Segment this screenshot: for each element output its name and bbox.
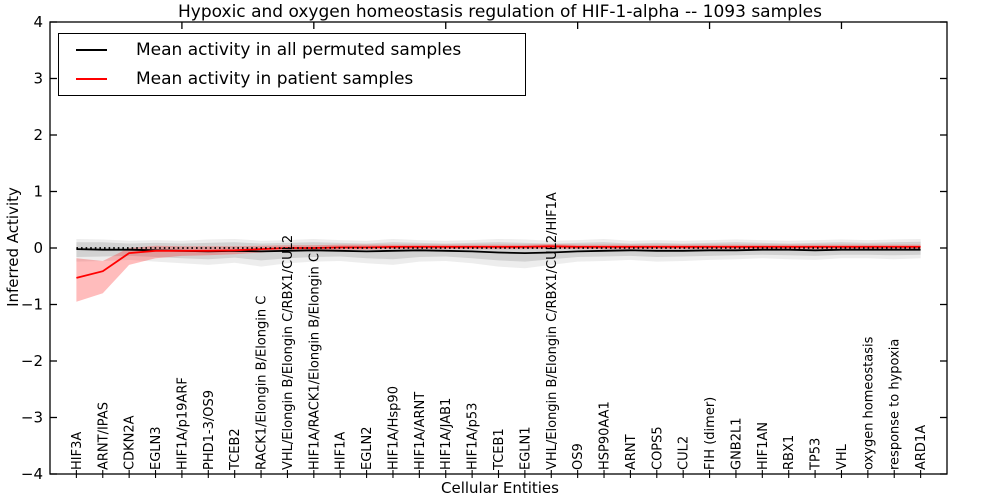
x-tick-label: oxygen homeostasis — [861, 336, 876, 470]
x-tick-label: ARNT/IPAS — [96, 402, 111, 470]
legend: Mean activity in all permuted samples Mea… — [58, 33, 526, 96]
y-tick-label: −1 — [21, 296, 43, 314]
x-tick-label: COPS5 — [650, 426, 665, 470]
x-axis-label: Cellular Entities — [441, 479, 559, 497]
legend-label: Mean activity in patient samples — [136, 69, 414, 89]
x-tick-label: HSP90AA1 — [598, 401, 613, 470]
x-tick-label: FIH (dimer) — [703, 397, 718, 470]
y-tick-label: −3 — [21, 409, 43, 427]
legend-entry: Mean activity in patient samples — [76, 68, 525, 90]
x-tick-label: CUL2 — [677, 436, 692, 470]
x-tick-label: HIF1A/JAB1 — [439, 398, 454, 470]
x-tick-label: HIF1A/p53 — [466, 403, 481, 470]
y-tick-label: 2 — [33, 126, 43, 144]
x-tick-label: HIF1A/p19ARF — [175, 377, 190, 470]
legend-entry: Mean activity in all permuted samples — [76, 39, 525, 61]
series-line-Mean-activity-in-patient-samples — [76, 245, 921, 279]
y-tick-label: −4 — [21, 465, 43, 483]
x-tick-label: PHD1-3/OS9 — [202, 390, 217, 470]
y-tick-label: 4 — [33, 13, 43, 31]
x-tick-label: TCEB1 — [492, 428, 507, 471]
x-tick-label: EGLN3 — [149, 426, 164, 470]
x-tick-label: VHL/Elongin B/Elongin C/RBX1/CUL2/HIF1A — [545, 192, 560, 470]
x-tick-label: VHL/Elongin B/Elongin C/RBX1/CUL2 — [281, 235, 296, 470]
x-tick-label: ARNT — [624, 434, 639, 470]
x-tick-label: EGLN1 — [518, 426, 533, 470]
x-tick-label: RBX1 — [782, 435, 797, 470]
x-tick-label: HIF1A — [334, 432, 349, 470]
x-tick-label: EGLN2 — [360, 426, 375, 470]
x-tick-label: OS9 — [571, 443, 586, 470]
x-tick-label: RACK1/Elongin B/Elongin C — [255, 296, 270, 470]
x-tick-label: HIF1A/Hsp90 — [387, 386, 402, 470]
legend-line-swatch — [76, 78, 107, 80]
legend-line-swatch — [76, 49, 107, 51]
x-tick-label: HIF3A — [70, 432, 85, 470]
x-tick-label: GNB2L1 — [729, 417, 744, 470]
x-tick-label: HIF1A/ARNT — [413, 392, 428, 470]
x-tick-label: HIF1A/RACK1/Elongin B/Elongin C — [307, 253, 322, 470]
x-tick-label: TP53 — [809, 438, 824, 471]
chart-title: Hypoxic and oxygen homeostasis regulatio… — [178, 2, 822, 22]
y-tick-label: 0 — [33, 239, 43, 257]
y-axis-label: Inferred Activity — [4, 187, 22, 307]
x-tick-label: HIF1AN — [756, 422, 771, 470]
y-tick-label: 1 — [33, 183, 43, 201]
x-tick-label: response to hypoxia — [888, 339, 903, 470]
x-tick-label: ARD1A — [914, 425, 929, 470]
y-tick-label: −2 — [21, 352, 43, 370]
x-tick-label: VHL — [835, 443, 850, 470]
y-tick-label: 3 — [33, 70, 43, 88]
legend-label: Mean activity in all permuted samples — [136, 40, 462, 60]
x-tick-label: TCEB2 — [228, 428, 243, 471]
x-tick-label: CDKN2A — [123, 415, 138, 470]
